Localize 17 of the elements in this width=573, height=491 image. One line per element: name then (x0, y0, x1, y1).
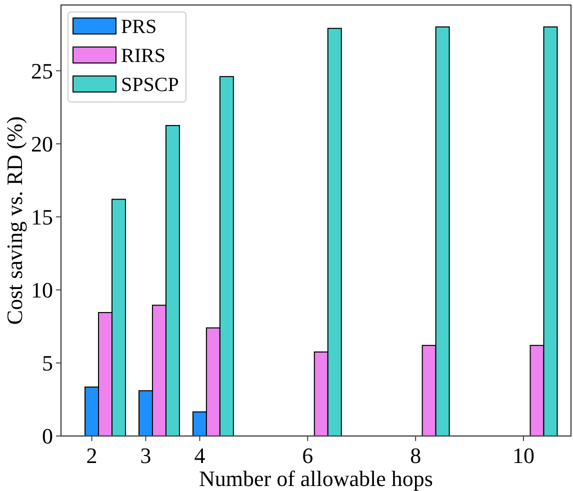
x-tick-label: 4 (194, 443, 206, 468)
x-tick-label: 2 (86, 443, 98, 468)
y-tick-label: 10 (31, 278, 53, 303)
y-tick-label: 20 (31, 131, 53, 156)
x-tick-label: 10 (512, 443, 535, 468)
legend-label: PRS (121, 16, 157, 38)
x-tick-label: 3 (140, 443, 152, 468)
legend-label: SPSCP (121, 74, 179, 96)
y-axis-title: Cost saving vs. RD (%) (2, 116, 27, 325)
x-axis-title: Number of allowable hops (199, 466, 433, 491)
x-tick-label: 6 (302, 443, 314, 468)
legend-label: RIRS (121, 45, 166, 67)
y-tick-label: 0 (42, 424, 53, 449)
x-tick-label: 8 (410, 443, 422, 468)
y-tick-label: 15 (31, 204, 53, 230)
y-tick-label: 5 (42, 350, 53, 376)
y-tick-label: 25 (31, 58, 53, 84)
